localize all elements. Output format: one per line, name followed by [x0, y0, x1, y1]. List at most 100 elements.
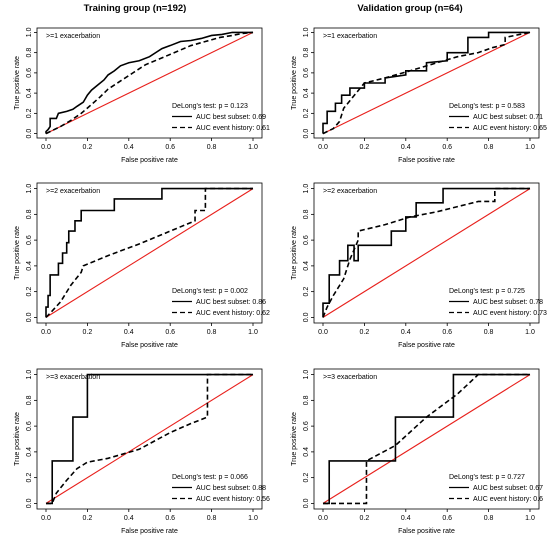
- x-tick-label: 0.0: [318, 515, 328, 522]
- x-tick-label: 0.8: [484, 515, 494, 522]
- reference-line: [45, 374, 254, 504]
- y-tick-label: 0.8: [303, 395, 310, 405]
- x-tick-label: 0.8: [484, 144, 494, 151]
- y-tick-label: 0.4: [26, 88, 33, 98]
- x-tick-label: 0.6: [165, 144, 175, 151]
- y-tick-label: 0.6: [303, 68, 310, 78]
- roc-curve-event-history: [322, 187, 530, 318]
- roc-curve-best-subset: [322, 31, 530, 134]
- y-tick-label: 0.8: [26, 209, 33, 219]
- plot-frame: [313, 27, 540, 139]
- legend-label-best-subset: AUC best subset: 0.67: [473, 485, 543, 492]
- x-tick-label: 0.6: [442, 515, 452, 522]
- y-tick-label: 0.4: [303, 88, 310, 98]
- x-tick-label: 0.8: [484, 329, 494, 336]
- plot-frame: [313, 182, 540, 324]
- x-tick-label: 0.8: [207, 144, 217, 151]
- legend-label-event-history: AUC event history: 0.65: [473, 125, 547, 132]
- y-tick-label: 0.4: [26, 447, 33, 457]
- y-axis-title: True positive rate: [14, 226, 21, 280]
- y-tick-label: 0.0: [303, 312, 310, 322]
- roc-panel-validation-2: 0.0 0.2 0.4 0.6 0.8 1.0 0.0 0.2 0.4 0.6 0.8 1.0 Fals…: [291, 182, 547, 349]
- reference-line: [322, 374, 531, 504]
- x-tick-label: 0.2: [360, 144, 370, 151]
- roc-curve-best-subset: [46, 373, 253, 505]
- x-tick-label: 1.0: [525, 329, 535, 336]
- y-tick-label: 0.6: [303, 235, 310, 245]
- x-axis-title: False positive rate: [398, 157, 455, 164]
- validation-column-title: Validation group (n=64): [357, 3, 463, 14]
- roc-panel-validation-1: 0.0 0.2 0.4 0.6 0.8 1.0 0.0 0.2 0.4 0.6 0.8 1.0 Fals…: [291, 27, 547, 164]
- x-tick-label: 0.0: [41, 329, 51, 336]
- y-tick-label: 0.4: [26, 261, 33, 271]
- reference-line: [45, 31, 254, 135]
- y-tick-label: 0.6: [26, 421, 33, 431]
- x-tick-label: 1.0: [248, 329, 258, 336]
- x-tick-label: 0.4: [124, 329, 134, 336]
- x-tick-label: 0.6: [442, 144, 452, 151]
- y-axis-title: True positive rate: [14, 56, 21, 110]
- y-axis-title: True positive rate: [291, 56, 298, 110]
- x-tick-label: 0.2: [83, 144, 93, 151]
- x-tick-label: 0.0: [41, 144, 51, 151]
- x-tick-label: 0.8: [207, 515, 217, 522]
- y-tick-label: 0.2: [303, 108, 310, 118]
- roc-curve-best-subset: [45, 31, 253, 134]
- y-tick-label: 0.0: [303, 129, 310, 139]
- y-tick-label: 0.4: [303, 447, 310, 457]
- y-tick-label: 0.4: [303, 261, 310, 271]
- legend-label-event-history: AUC event history: 0.61: [196, 125, 270, 132]
- plot-frame: [36, 27, 263, 139]
- y-tick-label: 0.2: [26, 473, 33, 483]
- x-tick-label: 0.2: [83, 515, 93, 522]
- x-tick-label: 0.8: [207, 329, 217, 336]
- x-tick-label: 1.0: [525, 144, 535, 151]
- x-tick-label: 1.0: [248, 515, 258, 522]
- x-tick-label: 0.2: [360, 515, 370, 522]
- reference-line: [322, 31, 531, 135]
- y-tick-label: 0.6: [303, 421, 310, 431]
- y-tick-label: 0.0: [26, 498, 33, 508]
- exacerbation-annotation: >=1 exacerbation: [46, 33, 100, 40]
- y-tick-label: 1.0: [26, 370, 33, 380]
- exacerbation-annotation: >=3 exacerbation: [323, 374, 377, 381]
- y-tick-label: 0.2: [303, 287, 310, 297]
- legend-label-best-subset: AUC best subset: 0.69: [196, 114, 266, 121]
- y-tick-label: 1.0: [303, 370, 310, 380]
- x-tick-label: 0.2: [83, 329, 93, 336]
- y-tick-label: 0.2: [303, 473, 310, 483]
- y-tick-label: 0.8: [303, 48, 310, 58]
- reference-line: [45, 188, 254, 318]
- roc-curve-best-subset: [322, 187, 530, 318]
- x-axis-title: False positive rate: [398, 342, 455, 349]
- roc-curve-event-history: [45, 31, 254, 135]
- x-tick-label: 0.4: [124, 515, 134, 522]
- roc-curve-event-history: [46, 373, 253, 505]
- legend-label-best-subset: AUC best subset: 0.78: [473, 299, 543, 306]
- roc-curve-event-history: [45, 187, 253, 318]
- x-tick-label: 0.4: [401, 144, 411, 151]
- x-axis-title: False positive rate: [121, 528, 178, 535]
- y-tick-label: 1.0: [303, 27, 310, 37]
- plot-frame: [36, 182, 263, 324]
- exacerbation-annotation: >=2 exacerbation: [46, 188, 100, 195]
- x-tick-label: 0.6: [165, 329, 175, 336]
- exacerbation-annotation: >=1 exacerbation: [323, 33, 377, 40]
- delong-test-label: DeLong's test: p = 0.727: [449, 474, 525, 481]
- x-tick-label: 0.2: [360, 329, 370, 336]
- y-tick-label: 0.0: [303, 498, 310, 508]
- plot-frame: [36, 368, 263, 510]
- x-tick-label: 1.0: [248, 144, 258, 151]
- y-tick-label: 0.8: [26, 48, 33, 58]
- delong-test-label: DeLong's test: p = 0.002: [172, 288, 248, 295]
- x-tick-label: 0.4: [401, 329, 411, 336]
- exacerbation-annotation: >=2 exacerbation: [323, 188, 377, 195]
- legend-label-event-history: AUC event history: 0.56: [196, 496, 270, 503]
- roc-curve-best-subset: [323, 373, 530, 505]
- legend-label-best-subset: AUC best subset: 0.86: [196, 299, 266, 306]
- delong-test-label: DeLong's test: p = 0.725: [449, 288, 525, 295]
- y-tick-label: 1.0: [26, 27, 33, 37]
- y-tick-label: 0.2: [26, 287, 33, 297]
- roc-panel-training-2: 0.0 0.2 0.4 0.6 0.8 1.0 0.0 0.2 0.4 0.6 0.8 1.0 Fals…: [14, 182, 270, 349]
- x-tick-label: 1.0: [525, 515, 535, 522]
